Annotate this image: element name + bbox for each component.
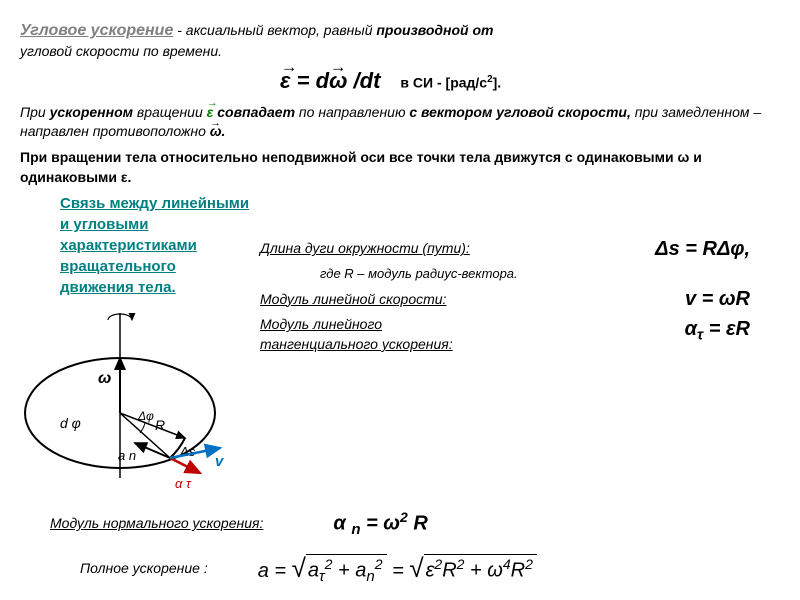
relation-linear-speed: Модуль линейной скорости: v = ωR <box>260 285 780 313</box>
def-text2: угловой скорости по времени. <box>20 43 222 59</box>
def-text: - аксиальный вектор, равный <box>177 22 376 38</box>
rel3-label: Модуль линейного тангенциального ускорен… <box>260 315 453 354</box>
svg-text:v: v <box>215 453 225 470</box>
rel3-formula: ατ = εR <box>685 315 780 346</box>
rel1-note: где R – модуль радиус-вектора. <box>320 265 780 283</box>
svg-text:α τ: α τ <box>175 476 192 491</box>
diagram-column: Связь между линейными и угловыми характе… <box>20 193 250 504</box>
section-title-2: вращательного движения тела. <box>60 258 176 296</box>
relations-column: Длина дуги окружности (пути): Δs = RΔφ, … <box>260 193 780 504</box>
section-title-1: Связь между линейными и угловыми характе… <box>60 195 249 254</box>
si-units: в СИ - [рад/с2]. <box>400 73 501 93</box>
main-formula: ε = dω /dt <box>280 66 380 97</box>
svg-text:R: R <box>155 417 165 433</box>
rhs-text: /dt <box>347 68 380 93</box>
para2: При ускоренном вращении ε совпадает по н… <box>20 103 780 142</box>
rel1-formula: Δs = RΔφ, <box>655 235 780 263</box>
svg-text:Δφ: Δφ <box>137 409 154 423</box>
rel1-label: Длина дуги окружности (пути): <box>260 239 470 259</box>
svg-text:a n: a n <box>118 448 136 463</box>
para3: При вращении тела относительно неподвижн… <box>20 148 780 187</box>
relation-arc-length: Длина дуги окружности (пути): Δs = RΔφ, <box>260 235 780 263</box>
omega-inline: ω. <box>210 123 226 139</box>
definition-block: Угловое ускорение - аксиальный вектор, р… <box>20 20 780 62</box>
omega-symbol: ω <box>329 68 347 93</box>
rel2-label: Модуль линейной скорости: <box>260 290 446 310</box>
rotation-diagram: ω R Δs Δφ d φ a n α τ v <box>20 298 250 498</box>
eq-text: = d <box>297 68 329 93</box>
rel2-formula: v = ωR <box>685 285 780 313</box>
svg-text:d φ: d φ <box>60 415 81 431</box>
relation-full-accel: Полное ускорение : a = √aτ2 + an2 = √ε2R… <box>80 550 780 588</box>
main-formula-row: ε = dω /dt в СИ - [рад/с2]. <box>280 66 780 97</box>
eps-symbol: ε <box>280 68 291 93</box>
rel5-label: Полное ускорение : <box>80 559 208 579</box>
relation-tangential-accel: Модуль линейного тангенциального ускорен… <box>260 315 780 354</box>
rel4-label: Модуль нормального ускорения: <box>50 514 263 534</box>
svg-text:ω: ω <box>98 370 111 387</box>
relation-normal-accel: Модуль нормального ускорения: α n = ω2 R <box>50 508 780 540</box>
term: Угловое ускорение <box>20 22 173 39</box>
full-accel-formula: a = √aτ2 + an2 = √ε2R2 + ω4R2 <box>258 550 537 588</box>
rel4-formula: α n = ω2 R <box>333 508 427 540</box>
def-bold: производной от <box>376 22 493 38</box>
